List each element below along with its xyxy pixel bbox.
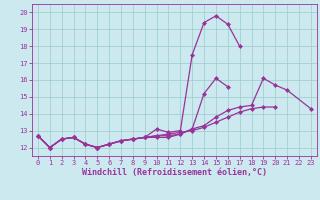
X-axis label: Windchill (Refroidissement éolien,°C): Windchill (Refroidissement éolien,°C)	[82, 168, 267, 177]
